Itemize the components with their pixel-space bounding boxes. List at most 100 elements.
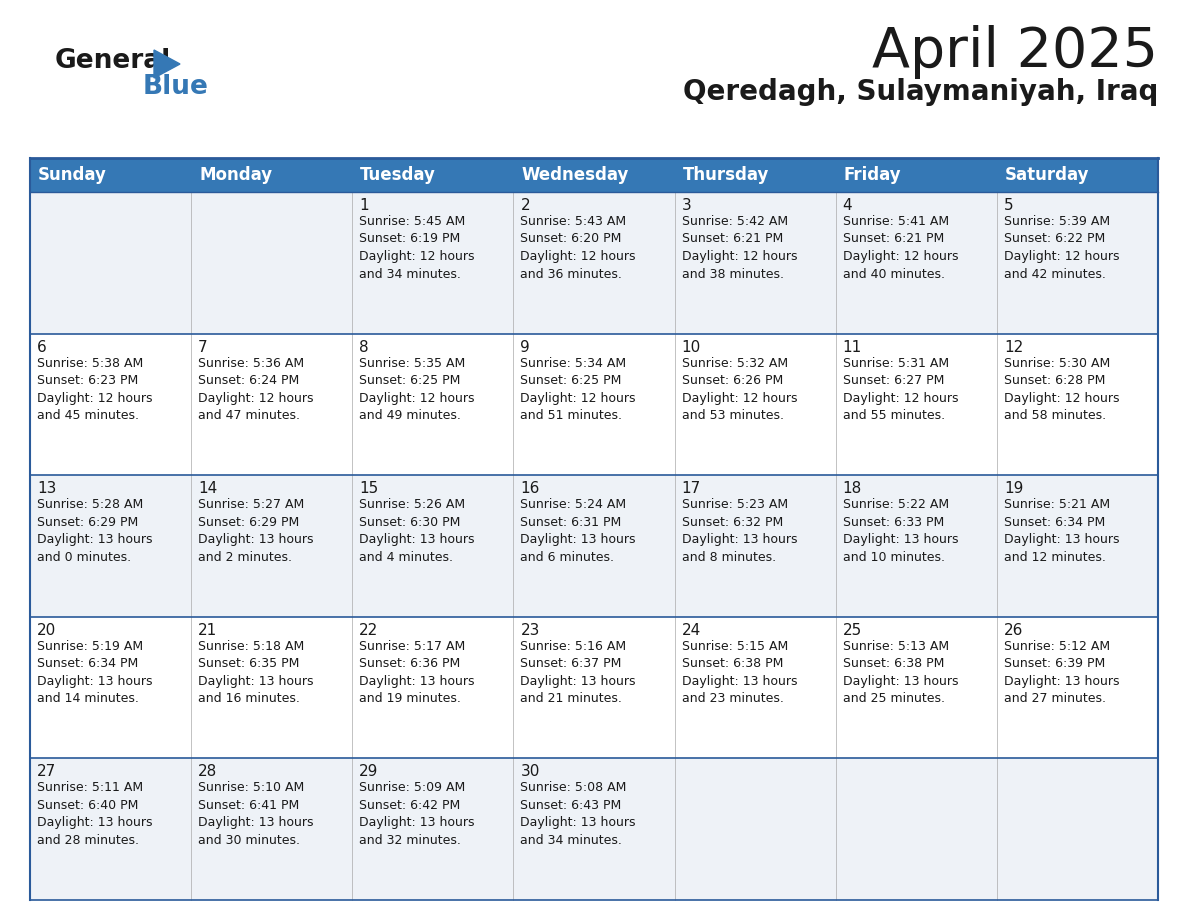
Bar xyxy=(997,758,1158,900)
Bar xyxy=(353,476,513,617)
Text: 7: 7 xyxy=(198,340,208,354)
Bar xyxy=(997,192,1158,333)
Text: 29: 29 xyxy=(359,765,379,779)
Text: 5: 5 xyxy=(1004,198,1013,213)
Text: General: General xyxy=(55,48,171,74)
Text: 21: 21 xyxy=(198,622,217,638)
Bar xyxy=(30,476,191,617)
Text: 27: 27 xyxy=(37,765,56,779)
Text: Sunrise: 5:38 AM
Sunset: 6:23 PM
Daylight: 12 hours
and 45 minutes.: Sunrise: 5:38 AM Sunset: 6:23 PM Dayligh… xyxy=(37,356,152,422)
Text: Blue: Blue xyxy=(143,74,209,100)
Bar xyxy=(353,617,513,758)
Text: Sunrise: 5:28 AM
Sunset: 6:29 PM
Daylight: 13 hours
and 0 minutes.: Sunrise: 5:28 AM Sunset: 6:29 PM Dayligh… xyxy=(37,498,152,564)
Bar xyxy=(30,333,191,476)
Text: Sunrise: 5:09 AM
Sunset: 6:42 PM
Daylight: 13 hours
and 32 minutes.: Sunrise: 5:09 AM Sunset: 6:42 PM Dayligh… xyxy=(359,781,475,847)
Text: Monday: Monday xyxy=(200,166,272,184)
Text: 22: 22 xyxy=(359,622,379,638)
Text: Sunrise: 5:19 AM
Sunset: 6:34 PM
Daylight: 13 hours
and 14 minutes.: Sunrise: 5:19 AM Sunset: 6:34 PM Dayligh… xyxy=(37,640,152,705)
Text: Sunrise: 5:15 AM
Sunset: 6:38 PM
Daylight: 13 hours
and 23 minutes.: Sunrise: 5:15 AM Sunset: 6:38 PM Dayligh… xyxy=(682,640,797,705)
Text: 2: 2 xyxy=(520,198,530,213)
Text: Sunrise: 5:16 AM
Sunset: 6:37 PM
Daylight: 13 hours
and 21 minutes.: Sunrise: 5:16 AM Sunset: 6:37 PM Dayligh… xyxy=(520,640,636,705)
Text: 3: 3 xyxy=(682,198,691,213)
Bar xyxy=(513,758,675,900)
Text: 30: 30 xyxy=(520,765,539,779)
Bar xyxy=(835,333,997,476)
Bar xyxy=(675,333,835,476)
Text: Sunday: Sunday xyxy=(38,166,107,184)
Text: April 2025: April 2025 xyxy=(872,25,1158,79)
Text: Wednesday: Wednesday xyxy=(522,166,628,184)
Text: Sunrise: 5:41 AM
Sunset: 6:21 PM
Daylight: 12 hours
and 40 minutes.: Sunrise: 5:41 AM Sunset: 6:21 PM Dayligh… xyxy=(842,215,959,281)
Text: Sunrise: 5:35 AM
Sunset: 6:25 PM
Daylight: 12 hours
and 49 minutes.: Sunrise: 5:35 AM Sunset: 6:25 PM Dayligh… xyxy=(359,356,475,422)
Text: Sunrise: 5:26 AM
Sunset: 6:30 PM
Daylight: 13 hours
and 4 minutes.: Sunrise: 5:26 AM Sunset: 6:30 PM Dayligh… xyxy=(359,498,475,564)
Bar xyxy=(997,476,1158,617)
Bar xyxy=(353,192,513,333)
Text: 19: 19 xyxy=(1004,481,1023,497)
Text: Sunrise: 5:45 AM
Sunset: 6:19 PM
Daylight: 12 hours
and 34 minutes.: Sunrise: 5:45 AM Sunset: 6:19 PM Dayligh… xyxy=(359,215,475,281)
Text: Saturday: Saturday xyxy=(1005,166,1089,184)
Text: Sunrise: 5:30 AM
Sunset: 6:28 PM
Daylight: 12 hours
and 58 minutes.: Sunrise: 5:30 AM Sunset: 6:28 PM Dayligh… xyxy=(1004,356,1119,422)
Text: Sunrise: 5:42 AM
Sunset: 6:21 PM
Daylight: 12 hours
and 38 minutes.: Sunrise: 5:42 AM Sunset: 6:21 PM Dayligh… xyxy=(682,215,797,281)
Text: 25: 25 xyxy=(842,622,862,638)
Bar xyxy=(675,758,835,900)
Text: 18: 18 xyxy=(842,481,862,497)
Text: 13: 13 xyxy=(37,481,56,497)
Bar xyxy=(675,617,835,758)
Text: 26: 26 xyxy=(1004,622,1023,638)
Text: 4: 4 xyxy=(842,198,852,213)
Text: 15: 15 xyxy=(359,481,379,497)
Text: Sunrise: 5:27 AM
Sunset: 6:29 PM
Daylight: 13 hours
and 2 minutes.: Sunrise: 5:27 AM Sunset: 6:29 PM Dayligh… xyxy=(198,498,314,564)
Text: Sunrise: 5:08 AM
Sunset: 6:43 PM
Daylight: 13 hours
and 34 minutes.: Sunrise: 5:08 AM Sunset: 6:43 PM Dayligh… xyxy=(520,781,636,847)
Bar xyxy=(191,333,353,476)
Text: 16: 16 xyxy=(520,481,539,497)
Text: 17: 17 xyxy=(682,481,701,497)
Bar xyxy=(513,192,675,333)
Text: 9: 9 xyxy=(520,340,530,354)
Text: 11: 11 xyxy=(842,340,862,354)
Text: Sunrise: 5:11 AM
Sunset: 6:40 PM
Daylight: 13 hours
and 28 minutes.: Sunrise: 5:11 AM Sunset: 6:40 PM Dayligh… xyxy=(37,781,152,847)
Text: Sunrise: 5:32 AM
Sunset: 6:26 PM
Daylight: 12 hours
and 53 minutes.: Sunrise: 5:32 AM Sunset: 6:26 PM Dayligh… xyxy=(682,356,797,422)
Text: Sunrise: 5:22 AM
Sunset: 6:33 PM
Daylight: 13 hours
and 10 minutes.: Sunrise: 5:22 AM Sunset: 6:33 PM Dayligh… xyxy=(842,498,959,564)
Bar xyxy=(997,333,1158,476)
Text: 24: 24 xyxy=(682,622,701,638)
Bar xyxy=(30,758,191,900)
Text: Sunrise: 5:31 AM
Sunset: 6:27 PM
Daylight: 12 hours
and 55 minutes.: Sunrise: 5:31 AM Sunset: 6:27 PM Dayligh… xyxy=(842,356,959,422)
Bar xyxy=(835,476,997,617)
Bar xyxy=(191,476,353,617)
Bar xyxy=(30,617,191,758)
Text: Sunrise: 5:43 AM
Sunset: 6:20 PM
Daylight: 12 hours
and 36 minutes.: Sunrise: 5:43 AM Sunset: 6:20 PM Dayligh… xyxy=(520,215,636,281)
Text: Sunrise: 5:10 AM
Sunset: 6:41 PM
Daylight: 13 hours
and 30 minutes.: Sunrise: 5:10 AM Sunset: 6:41 PM Dayligh… xyxy=(198,781,314,847)
Text: Friday: Friday xyxy=(843,166,902,184)
Bar xyxy=(997,617,1158,758)
Text: 8: 8 xyxy=(359,340,369,354)
Bar xyxy=(191,617,353,758)
Bar xyxy=(675,192,835,333)
Bar xyxy=(30,158,1158,192)
Text: Sunrise: 5:24 AM
Sunset: 6:31 PM
Daylight: 13 hours
and 6 minutes.: Sunrise: 5:24 AM Sunset: 6:31 PM Dayligh… xyxy=(520,498,636,564)
Bar xyxy=(835,617,997,758)
Text: 14: 14 xyxy=(198,481,217,497)
Bar xyxy=(191,758,353,900)
Bar xyxy=(30,192,191,333)
Text: 20: 20 xyxy=(37,622,56,638)
Text: Sunrise: 5:12 AM
Sunset: 6:39 PM
Daylight: 13 hours
and 27 minutes.: Sunrise: 5:12 AM Sunset: 6:39 PM Dayligh… xyxy=(1004,640,1119,705)
Bar xyxy=(513,333,675,476)
Text: Sunrise: 5:21 AM
Sunset: 6:34 PM
Daylight: 13 hours
and 12 minutes.: Sunrise: 5:21 AM Sunset: 6:34 PM Dayligh… xyxy=(1004,498,1119,564)
Bar xyxy=(513,476,675,617)
Text: 23: 23 xyxy=(520,622,539,638)
Bar xyxy=(835,758,997,900)
Text: 1: 1 xyxy=(359,198,369,213)
Polygon shape xyxy=(154,50,181,78)
Text: Thursday: Thursday xyxy=(683,166,769,184)
Text: 28: 28 xyxy=(198,765,217,779)
Text: Sunrise: 5:34 AM
Sunset: 6:25 PM
Daylight: 12 hours
and 51 minutes.: Sunrise: 5:34 AM Sunset: 6:25 PM Dayligh… xyxy=(520,356,636,422)
Bar xyxy=(353,758,513,900)
Text: Sunrise: 5:18 AM
Sunset: 6:35 PM
Daylight: 13 hours
and 16 minutes.: Sunrise: 5:18 AM Sunset: 6:35 PM Dayligh… xyxy=(198,640,314,705)
Text: Sunrise: 5:13 AM
Sunset: 6:38 PM
Daylight: 13 hours
and 25 minutes.: Sunrise: 5:13 AM Sunset: 6:38 PM Dayligh… xyxy=(842,640,959,705)
Bar xyxy=(353,333,513,476)
Text: Qeredagh, Sulaymaniyah, Iraq: Qeredagh, Sulaymaniyah, Iraq xyxy=(683,78,1158,106)
Bar xyxy=(835,192,997,333)
Bar xyxy=(191,192,353,333)
Text: Sunrise: 5:36 AM
Sunset: 6:24 PM
Daylight: 12 hours
and 47 minutes.: Sunrise: 5:36 AM Sunset: 6:24 PM Dayligh… xyxy=(198,356,314,422)
Bar xyxy=(675,476,835,617)
